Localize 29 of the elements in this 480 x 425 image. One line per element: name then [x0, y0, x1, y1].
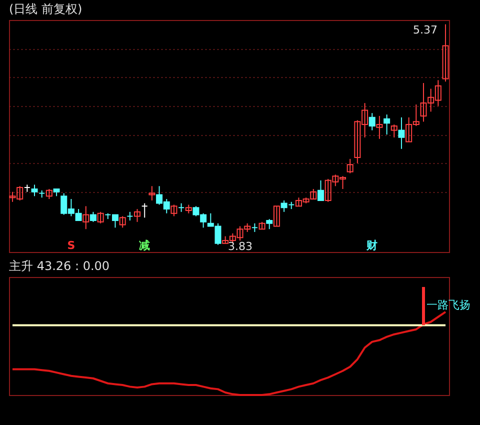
candlestick — [398, 116, 405, 150]
candlestick — [148, 186, 156, 201]
candlestick — [82, 206, 90, 230]
candlestick — [442, 24, 449, 82]
candlestick — [346, 158, 354, 174]
annotation: 3.83 — [228, 240, 252, 253]
text: 一路飞扬 — [426, 298, 470, 312]
candlestick — [368, 112, 376, 131]
candlestick — [170, 204, 178, 217]
candlestick — [376, 115, 383, 140]
candlestick — [273, 206, 280, 227]
candlestick — [390, 124, 398, 138]
annotation: S — [67, 239, 76, 252]
candlestick — [141, 202, 148, 218]
annotation: 5.37 — [413, 23, 438, 36]
candlestick — [384, 114, 390, 136]
candlestick — [24, 184, 30, 192]
candlestick — [317, 180, 324, 201]
chart-title: (日线 前复权) — [9, 2, 82, 16]
chart-title: 主升 43.26 : 0.00 — [9, 259, 110, 273]
candlestick — [97, 211, 104, 224]
candlestick — [31, 184, 38, 197]
candlestick — [90, 211, 96, 222]
candlestick — [119, 216, 126, 228]
annotation: 减 — [139, 239, 150, 252]
candlestick — [134, 208, 141, 222]
candlestick — [46, 188, 52, 200]
annotation: 财 — [366, 239, 378, 252]
candlestick — [266, 218, 273, 230]
